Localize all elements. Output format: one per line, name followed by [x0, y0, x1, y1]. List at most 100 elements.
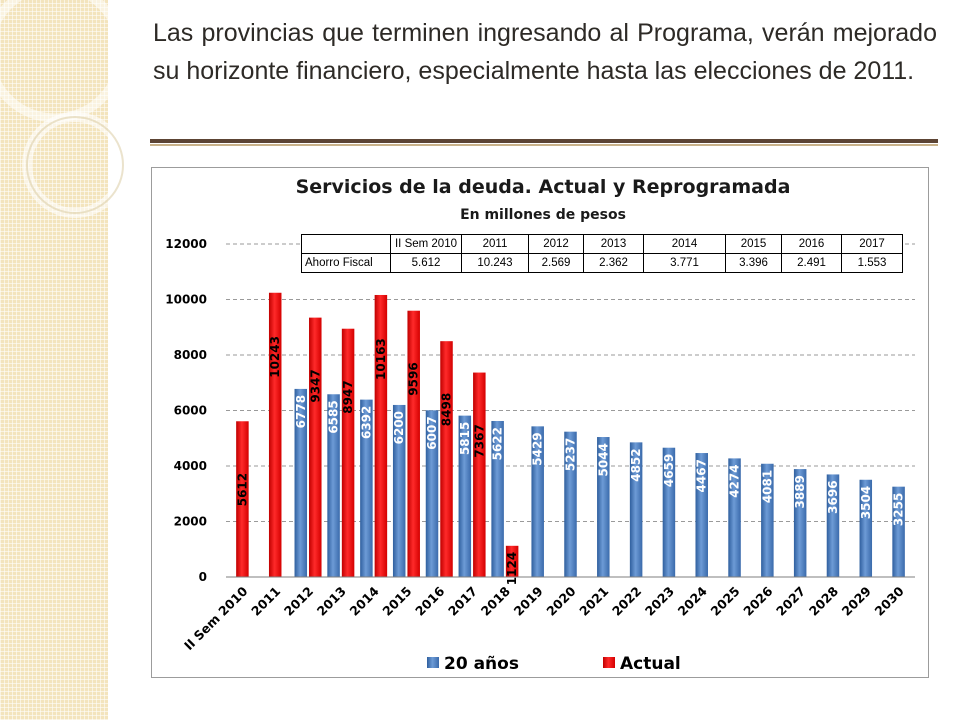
x-tick-label: 2015: [379, 584, 414, 619]
bar-value-label-20-anos: 5044: [596, 443, 610, 476]
bar-value-label-20-anos: 5429: [531, 432, 545, 465]
bar-value-label-actual: 9596: [407, 362, 421, 395]
bar-actual: [341, 328, 355, 577]
bar-20-anos: [793, 469, 807, 577]
legend-label-actual: Actual: [620, 654, 681, 674]
bar-value-label-20-anos: 6200: [392, 411, 406, 444]
chart-title: Servicios de la deuda. Actual y Reprogra…: [296, 176, 791, 198]
bar-value-label-actual: 10163: [374, 338, 388, 380]
savings-header-cell: 2013: [583, 234, 644, 254]
bar-value-label-20-anos: 3889: [793, 475, 807, 508]
bar-value-label-20-anos: 4467: [695, 459, 709, 492]
bar-value-label-20-anos: 6392: [359, 406, 373, 439]
x-tick-label: 2018: [478, 584, 513, 619]
x-tick-label: II Sem 2010: [181, 583, 251, 653]
x-tick-label: 2021: [576, 584, 611, 619]
headline-divider-shadow: [150, 144, 938, 146]
bar-actual: [473, 372, 486, 577]
y-tick-label: 0: [199, 570, 207, 584]
bar-20-anos: [531, 426, 544, 577]
bar-actual: [309, 317, 322, 577]
x-tick-label: 2011: [248, 584, 283, 619]
y-tick-label: 8000: [174, 348, 207, 362]
savings-row-label: Ahorro Fiscal: [301, 253, 391, 273]
bar-value-label-20-anos: 5815: [458, 422, 472, 455]
bar-value-label-20-anos: 4081: [760, 470, 774, 503]
bar-value-label-20-anos: 6778: [294, 395, 308, 428]
bar-value-label-20-anos: 4852: [629, 448, 643, 481]
bar-20-anos: [425, 410, 439, 577]
bar-value-label-20-anos: 3504: [859, 486, 873, 519]
bar-actual: [440, 341, 453, 577]
x-tick-label: 2029: [839, 584, 874, 619]
bar-value-label-actual: 9347: [308, 369, 322, 402]
bar-20-anos: [859, 479, 873, 577]
bar-value-label-20-anos: 4659: [662, 454, 676, 487]
y-tick-label: 6000: [174, 404, 207, 418]
x-tick-label: 2012: [281, 584, 316, 619]
savings-value-cell: 3.396: [725, 253, 782, 273]
savings-table-header-row: II Sem 2010 2011 2012 2013 2014 2015 201…: [301, 234, 903, 254]
x-tick-label: 2014: [347, 583, 382, 618]
bar-value-label-actual: 8498: [440, 393, 454, 426]
bar-value-label-actual: 5612: [235, 473, 249, 506]
bar-value-label-20-anos: 5237: [564, 438, 578, 471]
x-tick-label: 2013: [314, 584, 349, 619]
x-tick-label: 2025: [707, 584, 742, 619]
bar-value-label-20-anos: 3696: [826, 480, 840, 513]
bar-value-label-actual: 7367: [472, 424, 486, 457]
bar-value-label-actual: 1124: [505, 552, 519, 585]
x-tick-label: 2019: [511, 584, 546, 619]
bar-actual: [505, 545, 519, 577]
decorative-circles: [0, 0, 128, 218]
bar-value-label-20-anos: 6007: [425, 416, 439, 449]
savings-header-cell: 2016: [781, 234, 842, 254]
x-tick-label: 2020: [543, 583, 578, 618]
y-tick-label: 4000: [174, 459, 207, 473]
savings-header-cell: 2014: [643, 234, 726, 254]
savings-value-cell: 1.553: [841, 253, 903, 273]
x-tick-label: 2017: [445, 584, 480, 619]
savings-table-corner: [301, 234, 391, 254]
bar-20-anos: [826, 474, 840, 577]
bar-20-anos: [892, 486, 905, 577]
savings-value-cell: 10.243: [461, 253, 529, 273]
bar-value-label-20-anos: 3255: [892, 493, 906, 526]
bar-actual: [268, 292, 282, 577]
bar-20-anos: [564, 431, 577, 577]
savings-table-value-row: Ahorro Fiscal 5.612 10.243 2.569 2.362 3…: [301, 253, 903, 273]
x-tick-label: 2030: [872, 583, 907, 618]
bar-actual: [407, 310, 420, 577]
bar-value-label-20-anos: 5622: [491, 427, 505, 460]
fiscal-savings-table: II Sem 2010 2011 2012 2013 2014 2015 201…: [301, 234, 903, 273]
savings-header-cell: 2015: [725, 234, 782, 254]
bar-value-label-actual: 10243: [268, 336, 282, 378]
legend-label-20-anos: 20 años: [444, 654, 519, 674]
slide-headline: Las provincias que terminen ingresando a…: [153, 19, 937, 85]
headline-divider: [150, 139, 938, 143]
bar-20-anos: [662, 447, 676, 577]
x-tick-label: 2028: [806, 584, 841, 619]
bar-20-anos: [695, 453, 708, 577]
legend-swatch-20-anos: [427, 657, 439, 668]
bar-value-label-20-anos: 4274: [728, 464, 742, 497]
savings-header-cell: II Sem 2010: [390, 234, 462, 254]
y-tick-label: 12000: [165, 237, 207, 251]
savings-value-cell: 2.491: [781, 253, 842, 273]
x-tick-label: 2022: [609, 584, 644, 619]
bar-20-anos: [458, 415, 472, 577]
bar-actual: [374, 294, 388, 577]
savings-value-cell: 2.362: [583, 253, 644, 273]
bar-20-anos: [761, 463, 774, 577]
bar-20-anos: [728, 458, 741, 577]
savings-header-cell: 2017: [841, 234, 903, 254]
bar-20-anos: [491, 420, 504, 577]
savings-value-cell: 3.771: [643, 253, 726, 273]
y-tick-label: 10000: [165, 293, 207, 307]
bar-20-anos: [327, 394, 340, 577]
bar-value-label-actual: 8947: [341, 380, 355, 413]
x-tick-label: 2027: [773, 584, 808, 619]
savings-value-cell: 2.569: [528, 253, 584, 273]
x-tick-label: 2024: [675, 583, 710, 618]
